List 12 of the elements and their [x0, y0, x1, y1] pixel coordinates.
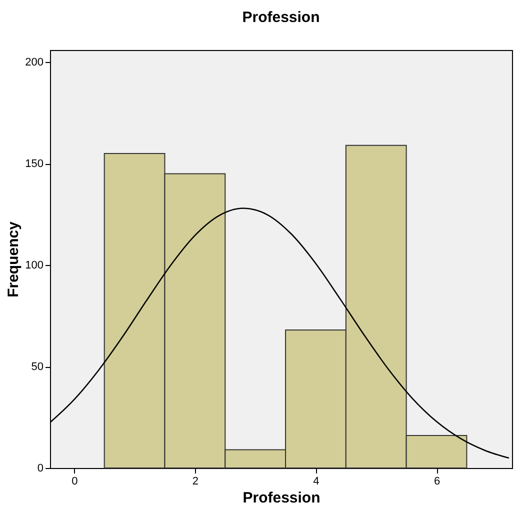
chart-title: Profession — [242, 9, 320, 26]
y-axis-title: Frequency — [5, 220, 22, 298]
x-tick-label: 2 — [192, 476, 199, 488]
y-tick-label: 150 — [25, 158, 44, 170]
x-axis-title: Profession — [242, 490, 320, 506]
y-tick-label: 100 — [25, 260, 44, 272]
y-tick-label: 200 — [25, 56, 44, 69]
x-tick-label: 6 — [434, 476, 440, 488]
x-tick-label: 4 — [313, 476, 320, 488]
x-tick-label: 0 — [72, 476, 78, 488]
y-tick-label: 0 — [37, 462, 44, 474]
y-tick-label: 50 — [31, 361, 44, 374]
